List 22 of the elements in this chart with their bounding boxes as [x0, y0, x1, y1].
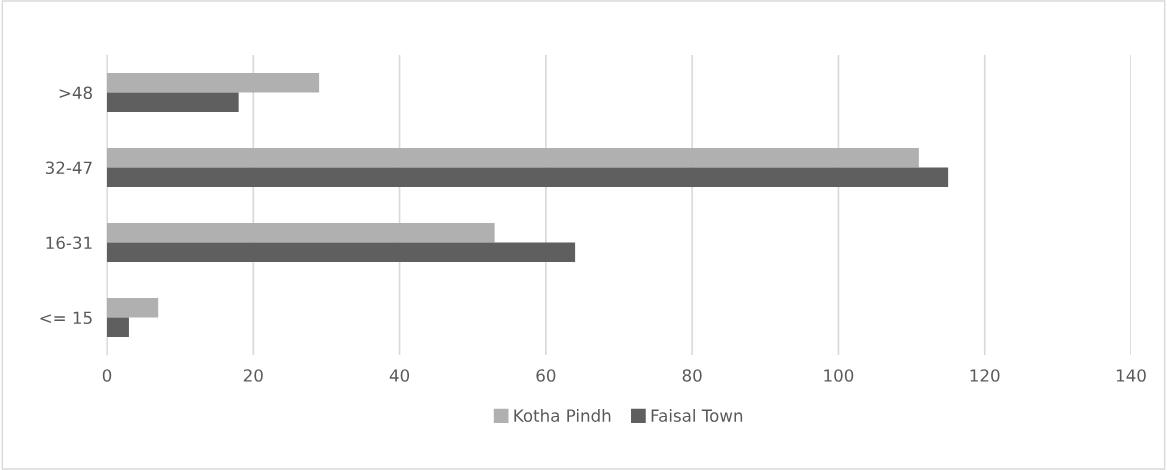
- bar: [107, 242, 576, 262]
- y-tick-label: 16-31: [46, 236, 92, 250]
- x-tick-label: 120: [970, 369, 1000, 382]
- x-tick-label: 140: [1116, 369, 1146, 382]
- y-tick-label: >48: [59, 86, 92, 100]
- x-tick-label: 0: [102, 369, 112, 382]
- bar: [107, 148, 919, 168]
- bar: [107, 167, 949, 187]
- bar: [107, 223, 495, 243]
- legend-label: Faisal Town: [651, 409, 743, 422]
- bar: [107, 317, 129, 337]
- y-tick-label: <= 15: [40, 311, 92, 325]
- bar: [107, 92, 239, 112]
- x-tick-label: 20: [243, 369, 263, 382]
- legend-label: Kotha Pindh: [514, 409, 611, 422]
- bar: [107, 298, 159, 318]
- y-tick-label: 32-47: [45, 161, 92, 175]
- x-tick-label: 80: [682, 369, 702, 382]
- x-tick-label: 100: [824, 369, 854, 382]
- x-tick-label: 60: [536, 369, 556, 382]
- x-tick-label: 40: [389, 369, 410, 382]
- bar: [107, 73, 320, 93]
